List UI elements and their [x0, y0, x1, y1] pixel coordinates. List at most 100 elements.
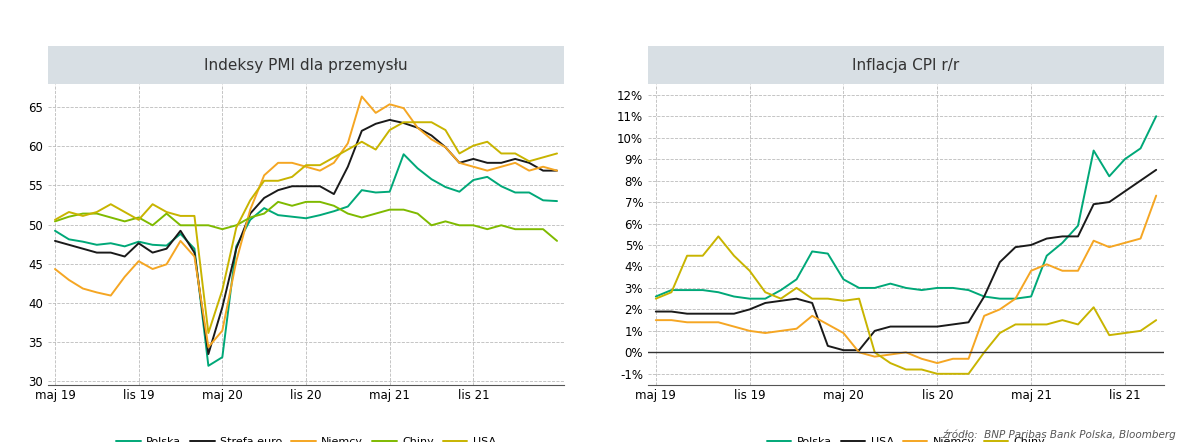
Strefa euro — [160, 246, 174, 251]
Polska — [271, 213, 286, 218]
Chiny — [396, 207, 410, 212]
Strefa euro — [90, 250, 104, 255]
Polska — [1070, 223, 1085, 229]
Chiny — [1039, 322, 1054, 327]
USA — [868, 328, 882, 334]
Strefa euro — [452, 160, 467, 165]
Strefa euro — [354, 128, 368, 133]
Niemcy — [1086, 238, 1100, 244]
Chiny — [946, 371, 960, 377]
Polska — [1024, 294, 1038, 299]
Niemcy — [680, 320, 695, 325]
USA — [961, 320, 976, 325]
Niemcy — [930, 360, 944, 366]
Niemcy — [383, 102, 397, 107]
Niemcy — [132, 259, 146, 264]
Niemcy — [425, 137, 439, 142]
USA — [930, 324, 944, 329]
Niemcy — [299, 164, 313, 169]
USA — [883, 324, 898, 329]
Chiny — [743, 268, 757, 274]
Strefa euro — [244, 211, 258, 216]
Strefa euro — [145, 250, 160, 255]
USA — [1148, 167, 1163, 172]
USA — [103, 202, 118, 207]
Chiny — [452, 223, 467, 228]
Polska — [383, 189, 397, 194]
Polska — [821, 251, 835, 256]
Polska — [868, 285, 882, 290]
Chiny — [438, 219, 452, 224]
USA — [536, 155, 551, 160]
Strefa euro — [257, 195, 271, 201]
Polska — [727, 294, 742, 299]
Chiny — [696, 253, 710, 259]
Niemcy — [1008, 296, 1022, 301]
Polska — [410, 166, 425, 171]
Niemcy — [160, 262, 174, 267]
Polska — [202, 363, 216, 369]
Chiny — [665, 290, 679, 295]
Polska — [774, 287, 788, 293]
Chiny — [1086, 305, 1100, 310]
Niemcy — [326, 160, 341, 165]
USA — [271, 178, 286, 183]
Strefa euro — [48, 238, 62, 244]
Polska — [1039, 253, 1054, 259]
USA — [946, 322, 960, 327]
Polska — [649, 294, 664, 299]
Chiny — [774, 296, 788, 301]
Strefa euro — [550, 168, 564, 173]
Polska — [1055, 240, 1069, 245]
Niemcy — [550, 168, 564, 173]
Chiny — [410, 211, 425, 216]
USA — [1055, 234, 1069, 239]
Polska — [173, 231, 187, 236]
Chiny — [649, 296, 664, 301]
Strefa euro — [494, 160, 509, 165]
Chiny — [103, 215, 118, 220]
Polska — [946, 285, 960, 290]
Legend: Polska, Strefa euro, Niemcy, Chiny, USA: Polska, Strefa euro, Niemcy, Chiny, USA — [112, 432, 500, 442]
Chiny — [1008, 322, 1022, 327]
USA — [76, 213, 90, 218]
USA — [90, 210, 104, 215]
Chiny — [326, 203, 341, 209]
USA — [244, 198, 258, 203]
Polska — [1102, 174, 1116, 179]
Niemcy — [494, 164, 509, 169]
Niemcy — [1070, 268, 1085, 274]
USA — [508, 151, 522, 156]
Chiny — [868, 350, 882, 355]
Polska — [696, 287, 710, 293]
Polska — [160, 243, 174, 248]
USA — [727, 311, 742, 316]
Niemcy — [173, 238, 187, 244]
USA — [284, 174, 299, 179]
Strefa euro — [368, 121, 383, 126]
Chiny — [1070, 322, 1085, 327]
Strefa euro — [383, 117, 397, 122]
Chiny — [836, 298, 851, 304]
Niemcy — [103, 293, 118, 298]
USA — [550, 151, 564, 156]
USA — [696, 311, 710, 316]
USA — [899, 324, 913, 329]
USA — [852, 347, 866, 353]
Chiny — [821, 296, 835, 301]
Niemcy — [649, 317, 664, 323]
Niemcy — [76, 286, 90, 291]
Strefa euro — [284, 183, 299, 189]
Chiny — [173, 223, 187, 228]
Niemcy — [758, 330, 773, 335]
USA — [1039, 236, 1054, 241]
Polska — [1148, 114, 1163, 119]
Niemcy — [90, 290, 104, 295]
USA — [118, 210, 132, 215]
Line: Polska: Polska — [55, 154, 557, 366]
Chiny — [61, 214, 76, 219]
Chiny — [271, 199, 286, 205]
Niemcy — [665, 317, 679, 323]
Chiny — [712, 234, 726, 239]
Polska — [508, 190, 522, 195]
